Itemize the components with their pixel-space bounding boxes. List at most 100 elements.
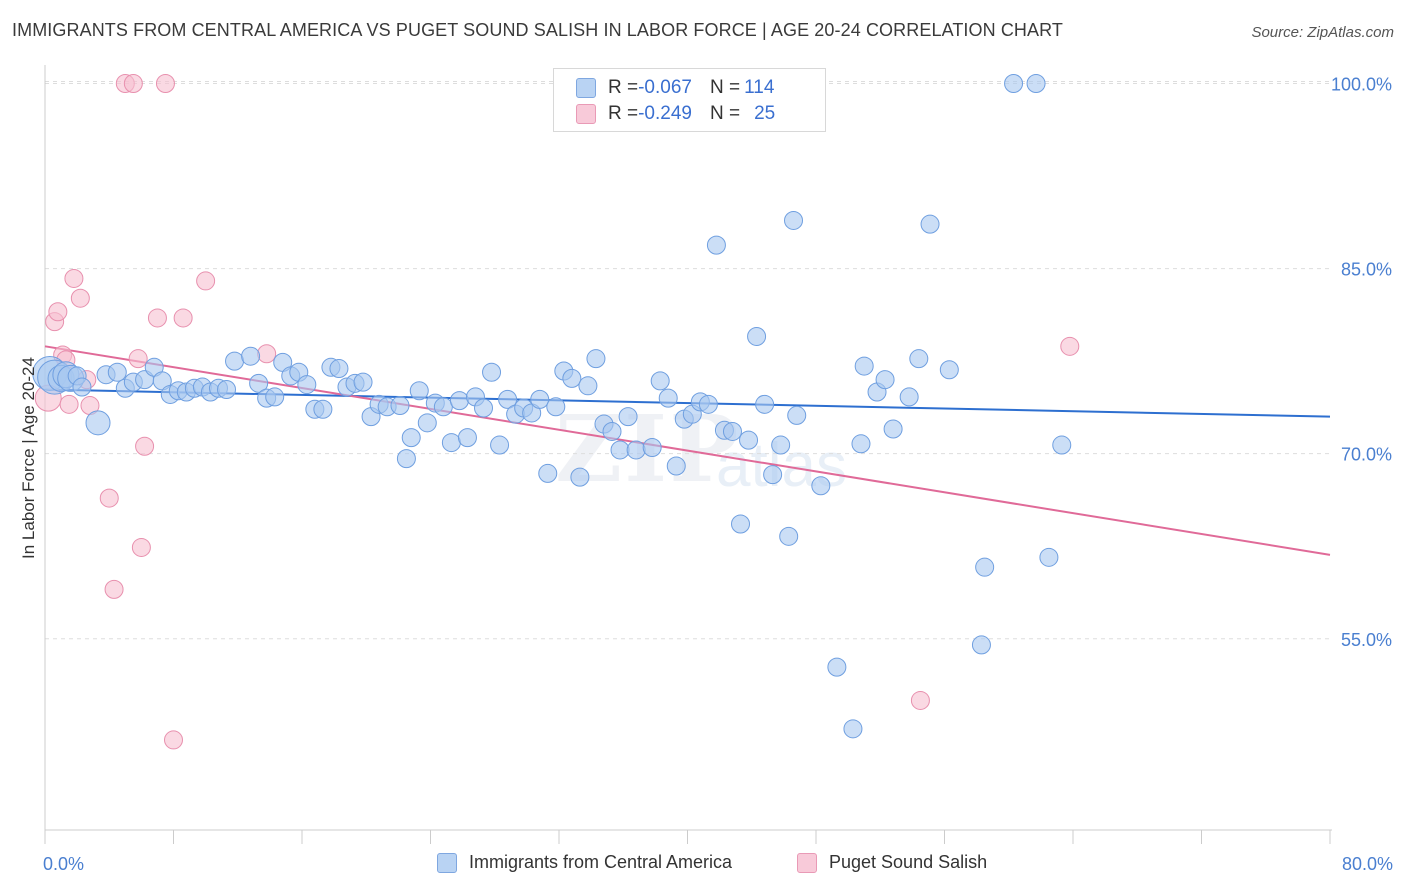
data-point-central-america <box>975 557 995 577</box>
data-point-central-america <box>72 377 92 397</box>
data-point-central-america <box>626 440 646 460</box>
data-point-central-america <box>546 397 566 417</box>
data-point-central-america <box>854 356 874 376</box>
data-point-central-america <box>570 467 590 487</box>
legend-row-central-america: R = -0.067 N = 114 <box>576 75 774 101</box>
data-point-puget-sound <box>1060 336 1080 356</box>
data-point-central-america <box>920 214 940 234</box>
series-puget-sound-salish <box>34 74 1080 750</box>
data-point-central-america <box>401 428 421 448</box>
y-axis-label: In Labor Force | Age 20-24 <box>19 357 38 559</box>
data-point-puget-sound <box>70 288 90 308</box>
correlation-legend: R = -0.067 N = 114 R = -0.249 N = 25 <box>553 68 826 132</box>
bottom-legend-central-america: Immigrants from Central America <box>437 852 732 873</box>
legend-swatch-blue <box>576 78 596 98</box>
data-point-central-america <box>706 235 726 255</box>
data-point-central-america <box>498 389 518 409</box>
data-point-puget-sound <box>196 271 216 291</box>
data-point-central-america <box>658 388 678 408</box>
legend-swatch-pink <box>576 104 596 124</box>
data-point-central-america <box>490 435 510 455</box>
data-point-puget-sound <box>123 74 143 94</box>
data-point-central-america <box>618 407 638 427</box>
legend-row-puget-sound: R = -0.249 N = 25 <box>576 101 775 127</box>
data-point-central-america <box>433 397 453 417</box>
data-point-central-america <box>698 394 718 414</box>
data-point-central-america <box>313 399 333 419</box>
data-point-central-america <box>586 349 606 369</box>
data-point-central-america <box>642 438 662 457</box>
data-point-central-america <box>722 421 742 441</box>
data-point-central-america <box>1052 435 1072 455</box>
data-point-central-america <box>390 396 410 416</box>
series-immigrants-central-america <box>32 74 1072 739</box>
data-point-central-america <box>353 372 373 392</box>
legend-r-label: R = <box>608 77 639 98</box>
bottom-legend-puget-sound: Puget Sound Salish <box>797 852 987 873</box>
data-point-central-america <box>909 349 929 369</box>
data-point-puget-sound <box>64 268 84 288</box>
data-point-central-america <box>650 371 670 391</box>
data-point-central-america <box>779 526 799 546</box>
data-point-central-america <box>329 359 349 379</box>
data-point-puget-sound <box>910 690 930 710</box>
bottom-legend-label: Puget Sound Salish <box>829 852 988 872</box>
x-tick-label: 80.0% <box>1342 854 1393 874</box>
data-point-central-america <box>85 410 111 436</box>
data-point-central-america <box>417 413 437 433</box>
source-label: Source: ZipAtlas.com <box>1251 24 1394 41</box>
data-point-central-america <box>297 375 317 395</box>
data-point-central-america <box>747 326 767 346</box>
data-point-puget-sound <box>131 537 151 557</box>
data-point-puget-sound <box>48 302 68 322</box>
data-point-central-america <box>396 449 416 469</box>
x-tick-label: 0.0% <box>43 854 84 874</box>
axes <box>44 65 1332 844</box>
data-point-puget-sound <box>164 730 183 750</box>
data-point-central-america <box>602 421 622 441</box>
data-point-central-america <box>1026 74 1046 94</box>
legend-r-label: R = <box>608 103 639 124</box>
legend-n-label: N = <box>709 77 741 98</box>
data-point-puget-sound <box>128 349 148 369</box>
data-point-central-america <box>811 476 831 496</box>
data-point-central-america <box>225 351 245 371</box>
data-point-central-america <box>241 346 261 366</box>
data-point-central-america <box>787 405 807 425</box>
data-point-central-america <box>883 419 903 439</box>
data-point-puget-sound <box>173 308 193 328</box>
data-point-central-america <box>562 368 582 388</box>
data-point-central-america <box>107 362 127 382</box>
bottom-legend-swatch-blue <box>437 852 457 873</box>
data-point-puget-sound <box>155 74 175 94</box>
data-point-puget-sound <box>99 488 119 508</box>
legend-n-label: N = <box>709 103 741 124</box>
data-point-central-america <box>763 465 783 485</box>
data-point-puget-sound <box>59 394 79 414</box>
data-point-central-america <box>771 435 791 455</box>
tick-labels: 55.0% 70.0% 85.0% 100.0% 0.0% 80.0% <box>43 75 1393 874</box>
data-point-central-america <box>409 381 429 401</box>
data-point-central-america <box>843 719 863 739</box>
data-point-central-america <box>457 428 477 448</box>
legend-n-value: 114 <box>744 77 775 98</box>
data-point-central-america <box>739 430 759 450</box>
data-point-central-america <box>578 376 598 396</box>
y-tick-label: 70.0% <box>1341 445 1392 465</box>
data-point-central-america <box>1039 547 1059 567</box>
data-point-central-america <box>939 360 959 380</box>
data-point-central-america <box>249 373 269 393</box>
data-point-central-america <box>784 210 804 230</box>
legend-r-value: -0.249 <box>638 103 692 124</box>
data-point-central-america <box>875 370 895 390</box>
data-point-central-america <box>449 391 469 411</box>
data-point-central-america <box>441 433 461 453</box>
legend-r-value: -0.067 <box>638 77 692 98</box>
data-point-central-america <box>1004 74 1024 94</box>
data-point-central-america <box>971 635 991 655</box>
data-point-central-america <box>265 387 285 407</box>
data-point-central-america <box>474 398 494 418</box>
data-point-puget-sound <box>257 344 277 364</box>
data-point-central-america <box>827 657 847 677</box>
data-point-central-america <box>731 514 751 534</box>
